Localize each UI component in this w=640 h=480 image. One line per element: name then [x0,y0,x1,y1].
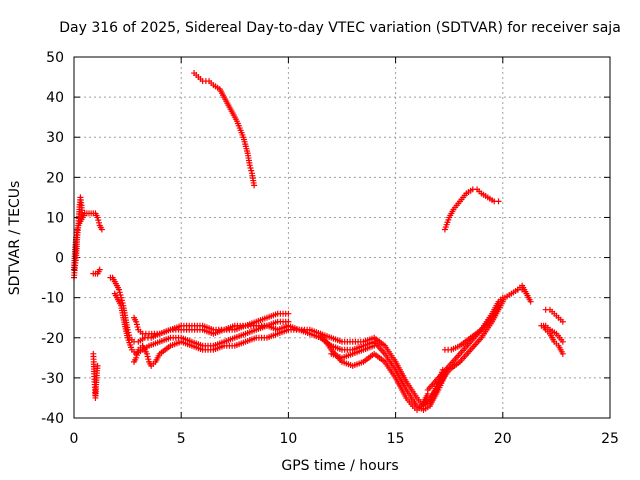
data-point [246,162,253,169]
data-point [559,350,566,357]
data-point [145,356,152,363]
data-point [117,291,124,298]
data-point [251,182,258,189]
data-point [95,217,102,224]
y-tick-label: -40 [41,411,64,427]
data-point [133,352,140,359]
y-tick-label: 0 [55,251,64,267]
y-tick-label: -30 [41,371,64,387]
data-point [79,214,86,221]
data-point [495,198,502,205]
y-axis-label: SDTVAR / TECUs [7,181,23,296]
y-tick-label: 40 [46,90,64,106]
plot-frame [73,56,611,419]
data-point [133,321,140,328]
plot-area [71,70,566,413]
y-tick-label: 50 [46,50,64,66]
x-axis-label: GPS time / hours [281,458,398,474]
y-tick-label: -20 [41,331,64,347]
data-point [133,318,140,325]
y-tick-label: -10 [41,291,64,307]
data-point [116,286,123,293]
data-point [134,324,141,331]
data-point [116,289,123,296]
data-point [371,342,378,349]
data-point [96,266,103,273]
grid-lines [74,57,610,418]
data-point [133,354,140,361]
x-tick-label: 20 [494,431,512,447]
data-point [559,338,566,345]
chart-title: Day 316 of 2025, Sidereal Day-to-day VTE… [59,20,621,36]
data-point [94,362,101,369]
data-point [94,214,101,221]
data-point [144,353,151,360]
data-point [248,167,255,174]
y-tick-label: 20 [46,170,64,186]
data-point [134,349,141,356]
x-tick-label: 5 [177,431,186,447]
x-tick-label: 0 [70,431,79,447]
data-point [98,226,105,233]
y-tick-label: 10 [46,210,64,226]
data-point [96,219,103,226]
data-point [527,298,534,305]
data-point [247,164,254,171]
x-tick-label: 25 [601,431,619,447]
data-point [559,318,566,325]
axis-ticks: 0 5 10 15 20 25 -40 -30 -20 -10 0 10 20 30 40 50 [41,50,619,447]
data-point [118,297,125,304]
x-tick-label: 15 [387,431,405,447]
data-point [499,298,506,305]
x-tick-label: 10 [279,431,297,447]
y-tick-label: 30 [46,130,64,146]
data-point [143,350,150,357]
data-point [285,310,292,317]
